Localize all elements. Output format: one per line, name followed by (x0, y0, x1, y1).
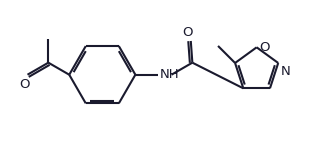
Text: O: O (182, 26, 192, 39)
Text: NH: NH (160, 68, 179, 81)
Text: N: N (281, 65, 290, 78)
Text: O: O (259, 41, 269, 54)
Text: O: O (20, 78, 30, 91)
